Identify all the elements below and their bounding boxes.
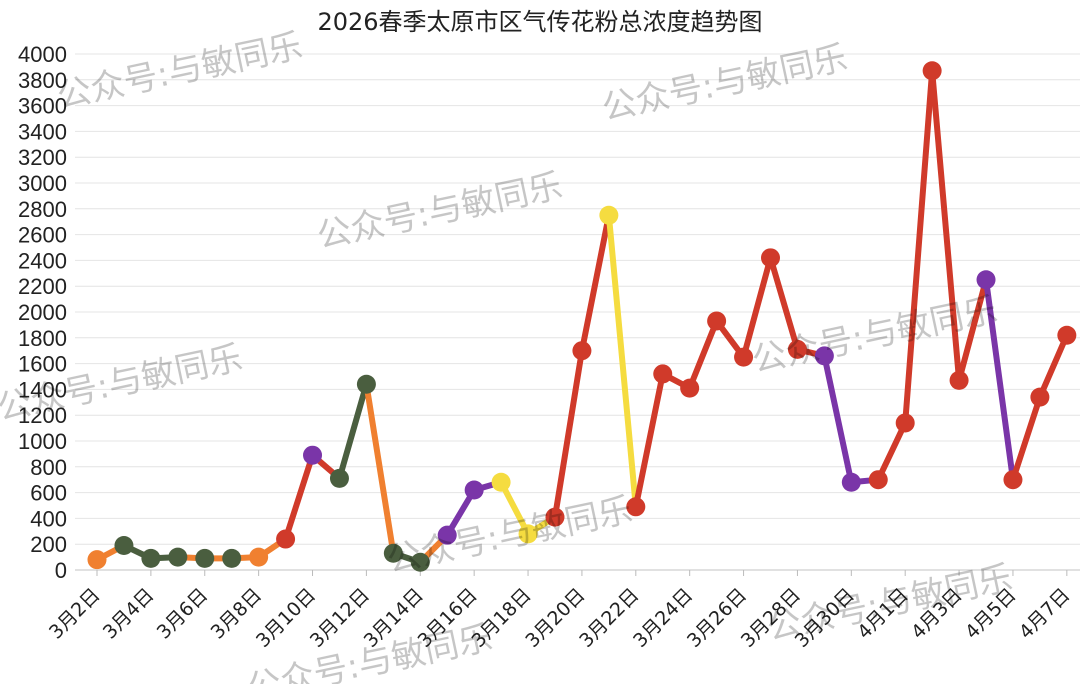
y-tick-label: 800 <box>30 455 67 480</box>
line-segment <box>875 419 909 483</box>
grid-lines <box>75 53 1080 571</box>
data-point <box>545 507 565 527</box>
data-point <box>195 548 215 568</box>
chart-title: 2026春季太原市区气传花粉总浓度趋势图 <box>317 8 762 36</box>
data-point <box>707 311 727 331</box>
line-segment <box>363 381 397 557</box>
line-segment <box>1036 332 1070 401</box>
data-point <box>761 248 780 268</box>
data-point <box>437 525 457 545</box>
data-point <box>87 550 107 570</box>
line-segment <box>551 347 585 521</box>
line-segment <box>767 254 801 353</box>
data-point <box>922 61 942 81</box>
watermark-text: 公众号:与敏同乐 <box>599 38 851 129</box>
line-segment <box>336 381 370 482</box>
data-point <box>1057 325 1077 345</box>
data-point <box>249 547 269 567</box>
data-point <box>464 480 484 500</box>
data-point <box>356 374 376 394</box>
data-point <box>410 552 430 572</box>
line-segment <box>578 212 612 354</box>
y-tick-label: 3800 <box>18 68 67 93</box>
data-point <box>383 543 403 563</box>
data-point <box>734 347 754 367</box>
data-point <box>653 364 673 384</box>
y-tick-label: 3200 <box>18 145 67 170</box>
line-segment <box>1009 394 1043 483</box>
line-segment <box>956 276 990 384</box>
data-point <box>976 270 996 290</box>
data-point <box>1003 470 1023 490</box>
data-point <box>1030 387 1050 407</box>
line-segment <box>632 370 666 510</box>
data-point <box>626 497 646 517</box>
data-point <box>572 341 592 361</box>
y-tick-label: 400 <box>30 506 67 531</box>
y-tick-label: 2000 <box>18 300 67 325</box>
data-point <box>518 524 538 544</box>
y-tick-label: 3600 <box>18 94 67 119</box>
y-tick-label: 1800 <box>18 326 67 351</box>
data-point <box>599 205 619 225</box>
data-point <box>841 472 861 492</box>
line-segment <box>686 318 720 392</box>
line-segment <box>902 67 936 426</box>
x-tick-label: 4月7日 <box>1015 584 1075 644</box>
series-points <box>87 61 1077 572</box>
y-tick-label: 1600 <box>18 352 67 377</box>
y-tick-label: 4000 <box>18 42 67 67</box>
y-tick-label: 200 <box>30 532 67 557</box>
y-tick-label: 2200 <box>18 274 67 299</box>
y-tick-label: 1200 <box>18 403 67 428</box>
data-point <box>868 470 888 490</box>
y-tick-label: 1400 <box>18 377 67 402</box>
y-tick-label: 2600 <box>18 223 67 248</box>
data-point <box>303 445 323 465</box>
y-tick-label: 1000 <box>18 429 67 454</box>
data-point <box>895 413 915 433</box>
y-tick-label: 3000 <box>18 171 67 196</box>
data-point <box>276 529 296 549</box>
data-point <box>141 548 161 568</box>
y-tick-label: 3400 <box>18 119 67 144</box>
line-segment <box>498 479 532 537</box>
line-segment <box>821 352 855 486</box>
line-segment <box>983 276 1016 483</box>
watermark-text: 公众号:与敏同乐 <box>54 26 306 117</box>
data-point <box>168 547 188 567</box>
data-point <box>787 339 807 359</box>
data-point <box>222 548 242 568</box>
data-point <box>814 346 834 366</box>
line-segment <box>605 212 639 510</box>
y-axis-ticks: 0200400600800100012001400160018002000220… <box>18 42 67 583</box>
y-tick-label: 2400 <box>18 248 67 273</box>
data-point <box>329 468 349 488</box>
x-tick-label: 3月4日 <box>99 584 159 644</box>
y-tick-label: 600 <box>30 481 67 506</box>
data-point <box>491 472 511 492</box>
y-tick-label: 2800 <box>18 197 67 222</box>
x-tick-label: 3月2日 <box>45 584 105 644</box>
x-tick-label: 3月6日 <box>153 584 213 644</box>
y-tick-label: 0 <box>55 558 67 583</box>
data-point <box>949 370 969 390</box>
data-point <box>114 535 134 555</box>
line-segment <box>282 452 316 543</box>
watermarks: 公众号:与敏同乐 公众号:与敏同乐公众号:与敏同乐公众号:与敏同乐公众号:与敏同乐… <box>0 26 1016 684</box>
line-segment <box>929 67 963 384</box>
line-segment <box>740 254 774 361</box>
watermark-text: 公众号:与敏同乐 <box>314 166 566 257</box>
data-point <box>680 378 700 398</box>
